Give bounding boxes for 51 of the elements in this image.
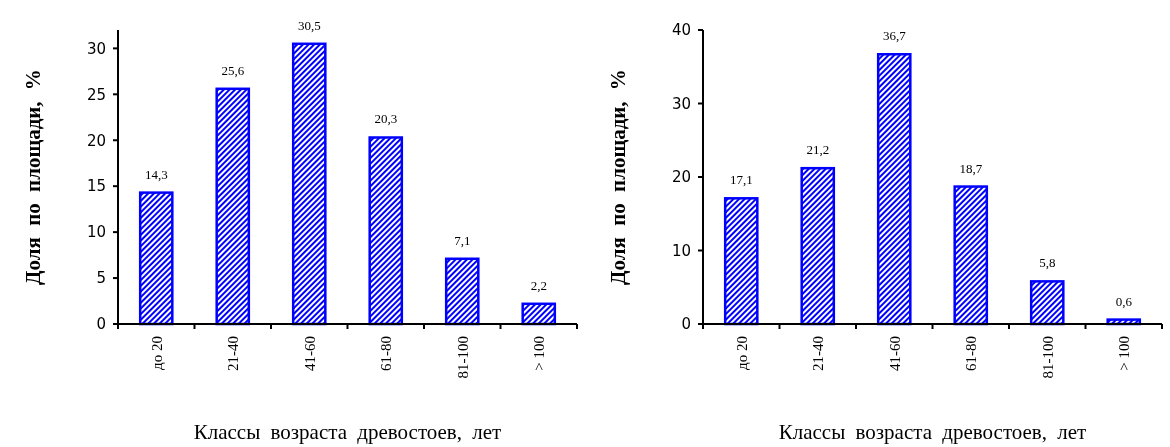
bar	[521, 302, 557, 326]
x-tick-label: 81-100	[454, 336, 471, 379]
y-tick-label: 10	[671, 241, 691, 260]
data-label: 36,7	[882, 28, 907, 44]
data-label: 0,6	[1115, 293, 1133, 309]
y-axis-title: Доля по площади, %	[606, 69, 630, 285]
bar	[291, 42, 327, 326]
data-label: 18,7	[959, 160, 983, 176]
y-tick-label: 5	[96, 269, 106, 288]
y-tick-label: 15	[86, 177, 106, 196]
y-tick-label: 0	[681, 315, 691, 334]
data-label: 20,3	[374, 111, 398, 127]
bar	[368, 136, 404, 326]
x-tick-label: > 100	[1116, 336, 1132, 371]
data-label: 5,8	[1039, 255, 1056, 271]
bar	[723, 197, 759, 326]
y-tick-label: 20	[86, 131, 106, 150]
y-tick-label: 25	[86, 85, 106, 104]
bar	[444, 257, 480, 326]
bar	[800, 166, 836, 326]
y-tick-label: 30	[86, 39, 106, 58]
data-label: 7,1	[454, 232, 471, 248]
data-label: 2,2	[530, 277, 547, 293]
data-label: 25,6	[221, 62, 245, 78]
x-tick-label: до 20	[733, 336, 750, 370]
bar	[876, 53, 912, 326]
x-tick-label: 21-40	[810, 336, 826, 371]
bar	[953, 185, 989, 326]
y-tick-label: 20	[671, 168, 691, 187]
x-tick-label: 81-100	[1039, 336, 1056, 379]
x-axis-title: Классы возраста древостоев, лет	[778, 420, 1087, 444]
x-tick-label: > 100	[531, 336, 547, 371]
y-tick-label: 10	[86, 223, 106, 242]
data-label: 17,1	[729, 172, 753, 188]
bar	[138, 191, 174, 326]
y-tick-label: 0	[96, 315, 106, 334]
data-label: 14,3	[144, 166, 168, 182]
bar	[215, 87, 251, 326]
x-tick-label: 61-80	[378, 336, 394, 371]
y-axis-title: Доля по площади, %	[21, 69, 45, 285]
y-tick-label: 40	[671, 21, 691, 40]
bar	[1029, 280, 1065, 326]
x-tick-label: 41-60	[301, 336, 318, 371]
x-tick-label: 21-40	[225, 336, 241, 371]
x-tick-label: 61-80	[963, 336, 979, 371]
x-axis-title: Классы возраста древостоев, лет	[193, 420, 502, 444]
data-label: 30,5	[297, 17, 321, 33]
y-tick-label: 30	[671, 94, 691, 113]
x-tick-label: 41-60	[886, 336, 903, 371]
x-tick-label: до 20	[148, 336, 165, 370]
data-label: 21,2	[806, 142, 830, 158]
